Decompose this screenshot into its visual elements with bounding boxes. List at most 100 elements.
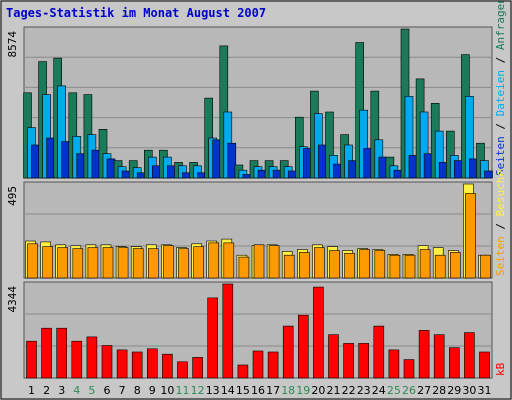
- bar-kb-day-20: [313, 286, 324, 379]
- bar-seiten-day-8: [136, 172, 146, 179]
- x-tick-label-day-26: 26: [402, 384, 416, 397]
- bar-besuche-day-17: [268, 245, 280, 279]
- bar-besuche-day-2: [42, 246, 53, 279]
- bar-besuche-day-15: [238, 256, 250, 279]
- bar-besuche-day-22: [344, 253, 355, 279]
- bar-seiten-day-14: [227, 142, 237, 179]
- x-tick-label-day-24: 24: [372, 384, 386, 397]
- bar-besuche-day-31: [480, 254, 491, 279]
- bar-seiten-day-24: [378, 156, 388, 179]
- bar-besuche-day-12: [193, 246, 204, 279]
- legend-entry: /: [494, 216, 507, 236]
- bar-besuche-day-11: [178, 248, 189, 279]
- bar-besuche-day-21: [329, 250, 340, 279]
- legend-bottom: kB: [494, 362, 507, 376]
- x-tick-label-day-17: 17: [266, 384, 280, 397]
- bar-seiten-day-27: [423, 153, 433, 179]
- bar-besuche-day-7: [117, 247, 129, 279]
- max-value-label-top: 8574: [6, 31, 19, 58]
- x-tick-label-day-13: 13: [206, 384, 220, 397]
- x-tick-label-day-21: 21: [327, 384, 341, 397]
- x-tick-label-day-4: 4: [73, 384, 80, 397]
- bar-seiten-day-26: [408, 155, 418, 179]
- bar-besuche-day-9: [148, 248, 159, 279]
- bar-besuche-day-23: [359, 249, 371, 279]
- legend-top: Seiten / Dateien / Anfragen: [494, 0, 507, 176]
- x-tick-label-day-1: 1: [28, 384, 35, 397]
- x-tick-label-day-28: 28: [432, 384, 446, 397]
- bar-seiten-day-19: [302, 148, 312, 179]
- bar-kb-day-4: [71, 340, 83, 379]
- x-tick-label-day-10: 10: [160, 384, 174, 397]
- legend-entry: Seiten: [494, 136, 507, 176]
- x-tick-label-day-5: 5: [88, 384, 95, 397]
- bar-seiten-day-15: [242, 174, 252, 179]
- bar-besuche-day-24: [374, 250, 386, 279]
- x-tick-label-day-18: 18: [281, 384, 295, 397]
- bar-besuche-day-27: [419, 249, 431, 279]
- bar-besuche-day-18: [283, 254, 295, 279]
- bar-besuche-day-13: [208, 242, 219, 279]
- bar-besuche-day-25: [389, 254, 401, 279]
- bar-seiten-day-16: [257, 169, 267, 179]
- bar-kb-day-8: [131, 351, 143, 379]
- bar-kb-day-31: [479, 351, 490, 379]
- bar-kb-day-21: [328, 334, 339, 379]
- bar-seiten-day-29: [453, 160, 463, 179]
- legend-entry: /: [494, 50, 507, 70]
- bar-kb-day-5: [86, 336, 98, 379]
- bar-besuche-day-10: [163, 245, 174, 279]
- bar-kb-day-15: [237, 364, 249, 379]
- bar-seiten-day-13: [212, 139, 221, 179]
- bar-seiten-day-25: [393, 169, 403, 179]
- x-tick-label-day-14: 14: [221, 384, 235, 397]
- x-tick-label-day-22: 22: [342, 384, 356, 397]
- bar-kb-day-29: [448, 347, 460, 379]
- bar-besuche-day-16: [253, 244, 265, 279]
- x-tick-label-day-3: 3: [58, 384, 65, 397]
- legend-entry: /: [494, 116, 507, 136]
- bar-seiten-day-31: [484, 170, 493, 179]
- bar-kb-day-12: [192, 357, 203, 379]
- bar-besuche-day-6: [102, 247, 114, 279]
- bar-seiten-day-17: [272, 169, 282, 179]
- bar-kb-day-22: [343, 343, 354, 379]
- legend-entry: kB: [494, 362, 507, 376]
- x-tick-label-day-7: 7: [119, 384, 126, 397]
- bar-besuche-day-5: [87, 247, 99, 279]
- x-tick-label-day-29: 29: [447, 384, 461, 397]
- bar-besuche-day-14: [223, 242, 235, 279]
- legend-entry: Besuche: [494, 170, 507, 216]
- bar-seiten-day-2: [46, 137, 55, 179]
- bar-seiten-day-10: [167, 165, 176, 179]
- bar-kb-day-14: [222, 283, 234, 379]
- bar-kb-day-25: [388, 349, 400, 379]
- x-tick-label-day-11: 11: [176, 384, 190, 397]
- bar-besuche-day-30: [465, 193, 476, 279]
- bar-besuche-day-20: [314, 247, 325, 279]
- max-value-label-mid: 495: [6, 186, 19, 206]
- bar-kb-day-6: [101, 345, 113, 379]
- bar-seiten-day-30: [469, 158, 478, 179]
- bar-seiten-day-20: [318, 144, 327, 179]
- legend-mid: Seiten / Besuche: [494, 170, 507, 276]
- bar-besuche-day-29: [449, 252, 461, 279]
- x-tick-label-day-20: 20: [311, 384, 325, 397]
- bar-kb-day-28: [433, 334, 445, 379]
- bar-kb-day-7: [116, 349, 128, 379]
- bar-kb-day-26: [403, 359, 415, 379]
- legend-entry: Anfragen: [494, 0, 507, 50]
- bar-seiten-day-11: [182, 172, 191, 179]
- bar-besuche-day-3: [57, 247, 69, 279]
- bar-kb-day-2: [41, 327, 52, 379]
- x-tick-label-day-15: 15: [236, 384, 250, 397]
- bar-kb-day-16: [252, 350, 264, 379]
- bar-kb-day-1: [26, 340, 37, 379]
- bar-besuche-day-19: [298, 252, 310, 279]
- x-tick-label-day-12: 12: [191, 384, 205, 397]
- legend-entry: Seiten: [494, 236, 507, 276]
- x-tick-label-day-23: 23: [357, 384, 371, 397]
- bar-seiten-day-22: [348, 160, 357, 179]
- bar-kb-day-10: [162, 353, 173, 379]
